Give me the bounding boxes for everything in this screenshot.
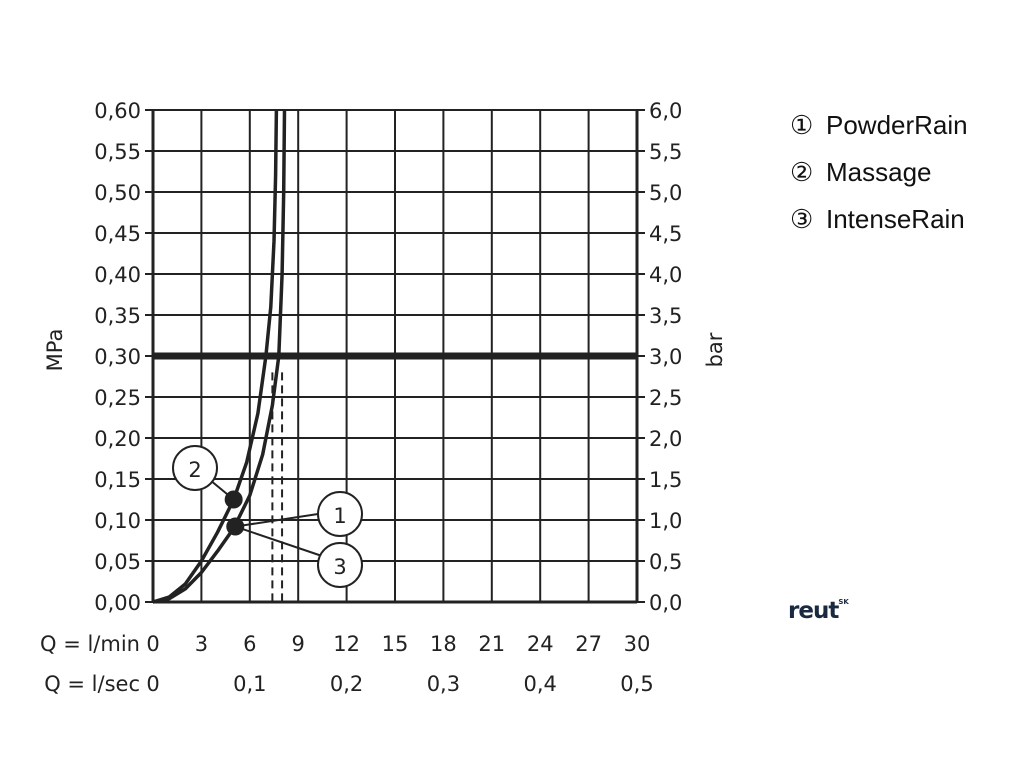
- callout-label-2: 2: [188, 458, 201, 482]
- y-tick-label-right: 0,5: [649, 550, 682, 574]
- y-tick-label-right: 5,0: [649, 181, 682, 205]
- y-axis-label-right: bar: [703, 332, 727, 367]
- y-tick-label-left: 0,30: [94, 345, 141, 369]
- x-tick-label-lmin: 0: [146, 632, 159, 656]
- y-tick-label-left: 0,60: [94, 99, 141, 123]
- x-tick-label-lmin: 9: [292, 632, 305, 656]
- y-tick-label-right: 1,5: [649, 468, 682, 492]
- callout-label-3: 3: [333, 555, 346, 579]
- legend-item-powderrain: ① PowderRain: [790, 110, 968, 141]
- legend-marker-1: ①: [790, 110, 814, 140]
- callout-leader-1: [235, 513, 319, 528]
- x-tick-label-lmin: 21: [478, 632, 505, 656]
- y-tick-label-left: 0,00: [94, 591, 141, 615]
- y-tick-label-left: 0,40: [94, 263, 141, 287]
- brand-logo: reutSK: [788, 598, 849, 624]
- x-tick-label-lmin: 3: [195, 632, 208, 656]
- legend-marker-2: ②: [790, 157, 814, 187]
- y-tick-label-right: 2,0: [649, 427, 682, 451]
- y-tick-label-right: 2,5: [649, 386, 682, 410]
- x-tick-label-lmin: 12: [333, 632, 360, 656]
- x-tick-label-lsec: 0,4: [523, 672, 556, 696]
- series-line-massage: [152, 109, 279, 604]
- x-tick-label-lmin: 15: [382, 632, 409, 656]
- series-line-powderrain-intenserain: [152, 109, 287, 604]
- y-tick-label-left: 0,15: [94, 468, 141, 492]
- callout-bubble-2: [172, 445, 218, 491]
- x-tick-label-lmin: 18: [430, 632, 457, 656]
- callout-bubble-1: [317, 491, 363, 537]
- y-tick-label-left: 0,20: [94, 427, 141, 451]
- y-tick-label-right: 3,5: [649, 304, 682, 328]
- y-tick-label-left: 0,45: [94, 222, 141, 246]
- y-tick-label-right: 5,5: [649, 140, 682, 164]
- x-axis-label-lmin: Q = l/min: [40, 632, 140, 656]
- y-tick-label-right: 1,0: [649, 509, 682, 533]
- y-tick-label-left: 0,05: [94, 550, 141, 574]
- x-axis-label-lsec: Q = l/sec: [44, 672, 140, 696]
- y-tick-label-left: 0,10: [94, 509, 141, 533]
- x-tick-label-lmin: 30: [624, 632, 651, 656]
- y-tick-label-right: 0,0: [649, 591, 682, 615]
- x-tick-label-lsec: 0,2: [330, 672, 363, 696]
- x-tick-label-lmin: 6: [243, 632, 256, 656]
- legend-marker-3: ③: [790, 204, 814, 234]
- logo-sup: SK: [838, 598, 849, 606]
- y-tick-label-right: 4,5: [649, 222, 682, 246]
- y-tick-label-left: 0,55: [94, 140, 141, 164]
- y-tick-label-right: 6,0: [649, 99, 682, 123]
- y-tick-label-left: 0,50: [94, 181, 141, 205]
- x-tick-label-lmin: 24: [527, 632, 554, 656]
- data-point-1-3: [226, 517, 245, 536]
- legend-item-massage: ② Massage: [790, 157, 932, 188]
- y-tick-label-left: 0,35: [94, 304, 141, 328]
- x-tick-label-lsec: 0,5: [620, 672, 653, 696]
- data-point-2: [224, 490, 243, 509]
- y-tick-label-left: 0,25: [94, 386, 141, 410]
- legend-item-intenserain: ③ IntenseRain: [790, 204, 965, 235]
- x-tick-label-lmin: 27: [575, 632, 602, 656]
- x-tick-label-lsec: 0,3: [427, 672, 460, 696]
- callout-bubble-3: [317, 542, 363, 588]
- y-axis-label-left: MPa: [43, 329, 67, 372]
- legend-label-massage: Massage: [826, 157, 932, 187]
- x-tick-label-lsec: 0: [146, 672, 159, 696]
- y-tick-label-right: 4,0: [649, 263, 682, 287]
- callout-leader-3: [234, 525, 323, 557]
- callout-label-1: 1: [333, 504, 346, 528]
- legend-label-intenserain: IntenseRain: [826, 204, 965, 234]
- x-tick-label-lsec: 0,1: [233, 672, 266, 696]
- logo-text: reut: [788, 598, 839, 624]
- y-tick-label-right: 3,0: [649, 345, 682, 369]
- legend-label-powderrain: PowderRain: [826, 110, 968, 140]
